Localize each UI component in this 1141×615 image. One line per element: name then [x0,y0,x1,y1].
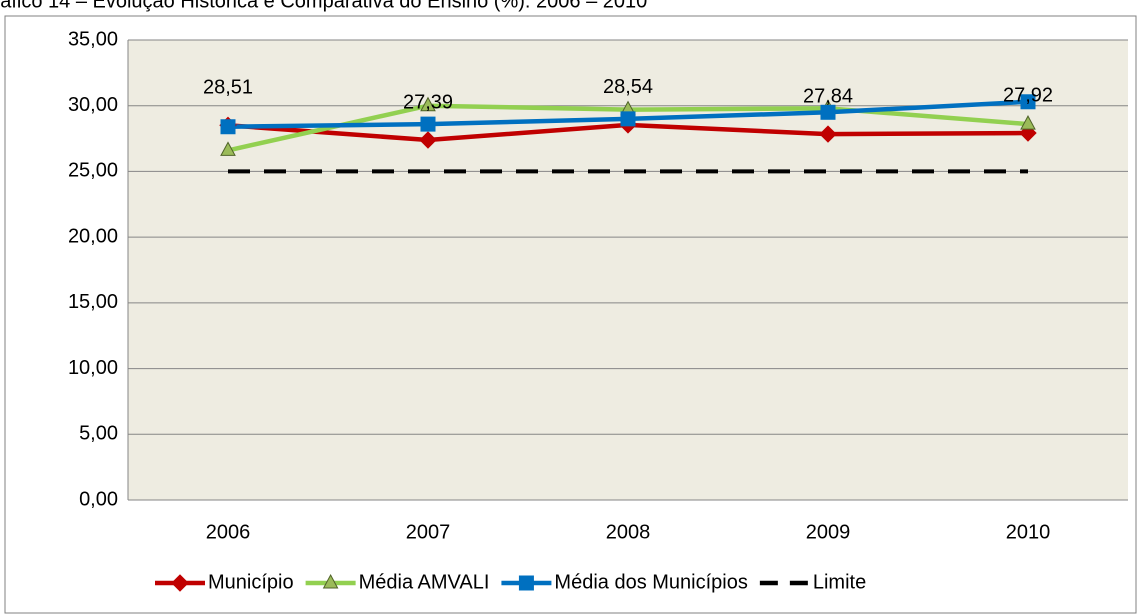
y-tick-label: 5,00 [79,423,118,445]
data-label: 27,84 [803,85,853,107]
legend-label: Média AMVALI [359,571,490,593]
y-tick-label: 20,00 [68,225,118,247]
point-marker [220,119,236,135]
y-tick-label: 10,00 [68,357,118,379]
point-marker [620,111,636,127]
point-marker [1020,115,1036,130]
data-label: 27,92 [1003,84,1053,106]
legend-label: Município [208,571,294,593]
data-label: 27,39 [403,91,453,113]
y-tick-label: 15,00 [68,291,118,313]
legend-marker [518,575,534,591]
legend-label: Limite [813,571,866,593]
data-label: 28,54 [603,76,653,98]
data-label: 28,51 [203,77,253,99]
x-tick-label: 2007 [406,521,451,543]
y-tick-label: 0,00 [79,488,118,510]
x-tick-label: 2006 [206,521,251,543]
point-marker [819,125,837,143]
point-marker [420,96,436,112]
y-tick-label: 25,00 [68,160,118,182]
x-tick-label: 2010 [1006,521,1051,543]
legend-marker [322,573,339,589]
point-marker [220,141,236,156]
point-marker [1020,94,1036,110]
legend-marker [171,574,189,592]
chart-title: Gráfico 14 – Evolução Histórica e Compar… [0,0,647,12]
legend-label: Média dos Municípios [554,571,747,593]
y-tick-label: 35,00 [68,28,118,50]
x-tick-label: 2008 [606,521,651,543]
point-marker [820,104,836,120]
x-tick-label: 2009 [806,521,851,543]
point-marker [420,116,436,132]
y-tick-label: 30,00 [68,94,118,116]
point-marker [419,131,437,149]
point-marker [1019,124,1037,142]
